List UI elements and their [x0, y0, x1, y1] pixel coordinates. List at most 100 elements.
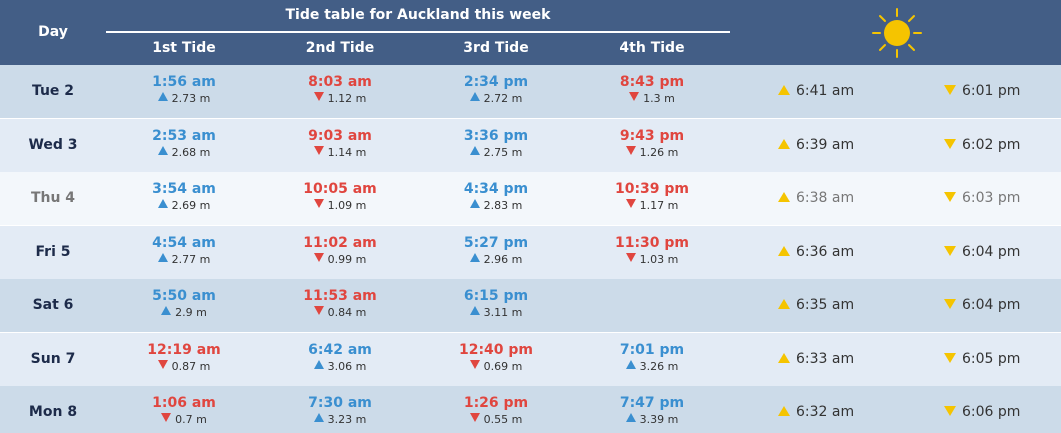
sunset-cell: 6:06 pm — [944, 386, 1020, 433]
sunrise-cell: 6:33 am — [778, 333, 854, 386]
tide-height: 1.17 m — [574, 198, 730, 214]
tide-height: 2.69 m — [106, 198, 262, 214]
tide-height-value: 0.84 m — [327, 306, 367, 319]
tide-height-value: 2.69 m — [171, 199, 211, 212]
tide-cell: 2:34 pm 2.72 m — [418, 73, 574, 107]
falling-tide-icon — [161, 413, 172, 422]
tide-cell: 5:50 am 2.9 m — [106, 287, 262, 321]
tide-cell: 12:40 pm 0.69 m — [418, 341, 574, 375]
sunrise-cell: 6:41 am — [778, 65, 854, 118]
rising-tide-icon — [469, 199, 480, 208]
sunrise-cell: 6:32 am — [778, 386, 854, 433]
tide-height-value: 1.26 m — [639, 146, 679, 159]
sunset-cell: 6:03 pm — [944, 172, 1020, 225]
high-tide-time: 2:53 am — [152, 128, 216, 144]
high-tide-time: 7:01 pm — [619, 342, 685, 358]
rising-tide-icon — [625, 413, 636, 422]
sunset-time: 6:01 pm — [962, 83, 1021, 99]
low-tide-time: 9:43 pm — [619, 128, 685, 144]
tide-4-header: 4th Tide — [619, 40, 685, 56]
tide-height-value: 3.23 m — [327, 413, 367, 426]
day-column-header: Day — [38, 24, 68, 40]
sunrise-time: 6:35 am — [796, 297, 855, 313]
tide-1-header: 1st Tide — [152, 40, 216, 56]
tide-height: 2.96 m — [418, 252, 574, 268]
high-tide-time: 2:34 pm — [463, 74, 529, 90]
table-row: Wed 3 2:53 am 2.68 m 9:03 am 1.14 m 3:36 pm 2.… — [0, 119, 1061, 172]
sunrise-icon — [778, 353, 790, 363]
sunset-cell: 6:04 pm — [944, 226, 1020, 279]
sunset-time: 6:02 pm — [962, 137, 1021, 153]
tide-height-value: 1.3 m — [643, 92, 675, 105]
sunset-cell: 6:04 pm — [944, 279, 1020, 332]
sunset-cell: 6:01 pm — [944, 65, 1020, 118]
high-tide-time: 7:47 pm — [619, 395, 685, 411]
sunrise-time: 6:33 am — [796, 351, 855, 367]
tide-height: 2.68 m — [106, 145, 262, 161]
rising-tide-icon — [313, 413, 324, 422]
low-tide-time: 11:53 am — [303, 288, 377, 304]
tide-height: 1.26 m — [574, 145, 730, 161]
falling-tide-icon — [157, 360, 168, 369]
sunset-time: 6:04 pm — [962, 297, 1021, 313]
sunset-icon — [944, 85, 956, 95]
low-tide-time: 11:02 am — [303, 235, 377, 251]
tide-cell: 11:02 am 0.99 m — [262, 234, 418, 268]
sunset-cell: 6:05 pm — [944, 333, 1020, 386]
tide-cell: 3:54 am 2.69 m — [106, 180, 262, 214]
sunrise-time: 6:41 am — [796, 83, 855, 99]
falling-tide-icon — [625, 146, 636, 155]
tide-height: 0.7 m — [106, 412, 262, 428]
sunrise-cell: 6:39 am — [778, 119, 854, 172]
day-label: Mon 8 — [28, 404, 78, 420]
tide-cell: 2:53 am 2.68 m — [106, 127, 262, 161]
falling-tide-icon — [313, 199, 324, 208]
tide-height-value: 1.14 m — [327, 146, 367, 159]
tide-height-value: 3.26 m — [639, 360, 679, 373]
tide-cell: 7:47 pm 3.39 m — [574, 394, 730, 428]
sunset-time: 6:06 pm — [962, 404, 1021, 420]
day-label: Sat 6 — [32, 297, 74, 313]
tide-height-value: 1.09 m — [327, 199, 367, 212]
tide-height-value: 0.55 m — [483, 413, 523, 426]
low-tide-time: 8:43 pm — [619, 74, 685, 90]
sunset-time: 6:03 pm — [962, 190, 1021, 206]
low-tide-time: 1:26 pm — [463, 395, 529, 411]
tide-cell: 9:03 am 1.14 m — [262, 127, 418, 161]
tide-height-value: 1.12 m — [327, 92, 367, 105]
sunset-icon — [944, 246, 956, 256]
sunset-icon — [944, 139, 956, 149]
tide-height-value: 2.73 m — [171, 92, 211, 105]
sunrise-cell: 6:38 am — [778, 172, 854, 225]
sunrise-time: 6:36 am — [796, 244, 855, 260]
tide-height-value: 1.03 m — [639, 253, 679, 266]
high-tide-time: 1:56 am — [152, 74, 216, 90]
falling-tide-icon — [313, 253, 324, 262]
tide-cell: 3:36 pm 2.75 m — [418, 127, 574, 161]
tide-cell: 9:43 pm 1.26 m — [574, 127, 730, 161]
rising-tide-icon — [157, 199, 168, 208]
tide-height: 1.09 m — [262, 198, 418, 214]
tide-height: 0.99 m — [262, 252, 418, 268]
tide-height: 0.69 m — [418, 359, 574, 375]
falling-tide-icon — [629, 92, 640, 101]
low-tide-time: 11:30 pm — [614, 235, 690, 251]
sunset-time: 6:04 pm — [962, 244, 1021, 260]
rising-tide-icon — [157, 146, 168, 155]
table-title: Tide table for Auckland this week — [285, 7, 551, 23]
tide-cell: 11:53 am 0.84 m — [262, 287, 418, 321]
falling-tide-icon — [469, 413, 480, 422]
tide-height-value: 2.83 m — [483, 199, 523, 212]
low-tide-time: 12:40 pm — [458, 342, 534, 358]
sunset-icon — [944, 353, 956, 363]
tide-cell: 4:54 am 2.77 m — [106, 234, 262, 268]
high-tide-time: 5:50 am — [152, 288, 216, 304]
rising-tide-icon — [161, 306, 172, 315]
sunrise-icon — [778, 246, 790, 256]
rising-tide-icon — [469, 146, 480, 155]
sunrise-cell: 6:35 am — [778, 279, 854, 332]
tide-cell: 10:39 pm 1.17 m — [574, 180, 730, 214]
day-label: Wed 3 — [28, 137, 78, 153]
rising-tide-icon — [469, 92, 480, 101]
